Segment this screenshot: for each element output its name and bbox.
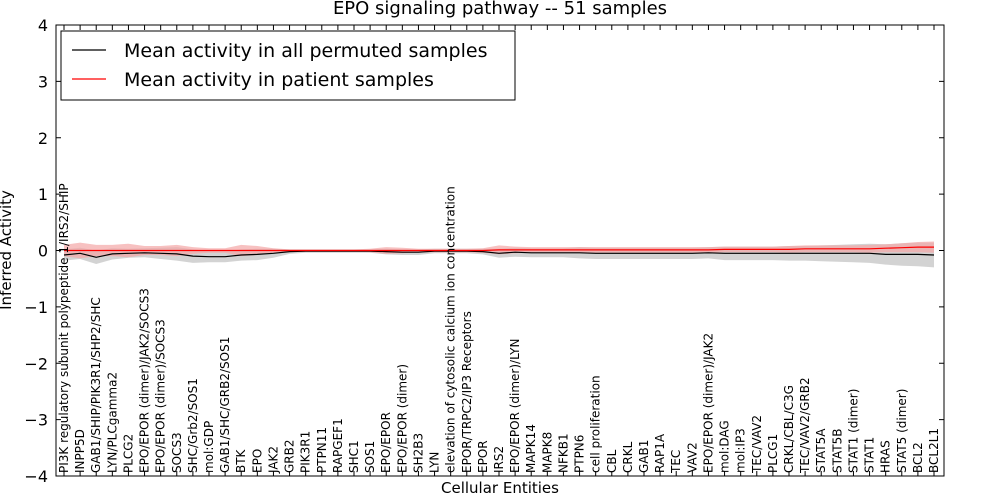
legend: Mean activity in all permuted samples Me… (60, 30, 516, 101)
y-tick-label: 4 (38, 16, 48, 35)
x-category-label: TEC/VAV2 (750, 415, 764, 474)
x-category-label: mol:DAG (718, 420, 732, 473)
series-line-0 (63, 250, 935, 258)
y-tick-label: 1 (38, 185, 48, 204)
x-category-label: VAV2 (685, 442, 699, 473)
x-category-label: STAT1 (863, 437, 877, 473)
x-category-label: EPO/EPOR (dimer)/SOCS3 (154, 319, 168, 473)
x-category-label: mol:IP3 (734, 428, 748, 473)
x-category-label: LYN (428, 452, 442, 473)
x-category-label: PLCG2 (121, 434, 135, 473)
x-category-label: GAB1/SHC/GRB2/SOS1 (218, 337, 232, 473)
x-category-label: TEC (669, 450, 683, 474)
x-category-label: SOS1 (363, 441, 377, 473)
x-category-label: GAB1 (637, 440, 651, 473)
x-category-label: STAT5 (dimer) (895, 389, 909, 473)
x-category-label: BCL2L1 (927, 428, 941, 473)
x-category-label: RAPGEF1 (331, 418, 345, 473)
x-category-label: STAT1 (dimer) (846, 389, 860, 473)
x-category-label: STAT5B (830, 429, 844, 474)
x-category-label: MAPK14 (524, 424, 538, 473)
x-category-label: SH2B3 (411, 433, 425, 473)
x-category-label: EPO/EPOR (dimer) (395, 364, 409, 473)
x-category-label: PLCG1 (766, 434, 780, 473)
y-axis-ticks: −4 −3 −2 −1 0 1 2 3 4 (24, 16, 944, 486)
x-category-label: elevation of cytosolic calcium ion conce… (444, 186, 458, 473)
x-category-label: RAP1A (653, 433, 667, 473)
series-line-1 (64, 246, 934, 252)
x-category-label: EPO/EPOR (379, 412, 393, 473)
legend-label-patient: Mean activity in patient samples (124, 69, 434, 91)
x-category-label: BTK (234, 448, 248, 473)
x-category-label: EPO/EPOR (dimer)/JAK2/SOCS3 (138, 288, 152, 473)
legend-label-permuted: Mean activity in all permuted samples (124, 40, 487, 62)
x-category-label: PIK3R1 (299, 431, 313, 473)
x-category-label: CBL (605, 449, 619, 473)
y-tick-label: 0 (38, 242, 48, 261)
x-category-label: INPP5D (73, 429, 87, 473)
y-tick-label: 2 (38, 129, 48, 148)
x-category-label: IRS2 (492, 446, 506, 473)
x-category-label: cell proliferation (589, 375, 603, 473)
x-axis-label: Cellular Entities (441, 479, 559, 497)
x-category-label: NFKB1 (556, 433, 570, 473)
y-axis-label: Inferred Activity (0, 190, 15, 310)
x-category-label: LYN/PLCgamma2 (105, 372, 119, 473)
confidence-bands (64, 241, 934, 268)
x-category-label: EPO/EPOR (dimer)/LYN (508, 339, 522, 473)
legend-frame (60, 30, 516, 101)
x-category-label: MAPK8 (540, 432, 554, 473)
y-tick-label: −3 (24, 411, 48, 430)
y-tick-label: 3 (38, 72, 48, 91)
x-category-label: EPOR/TRPC2/IP3 Receptors (460, 311, 474, 473)
x-category-label: mol:GDP (202, 421, 216, 473)
x-category-label: CRKL (621, 441, 635, 473)
x-category-label: CRKL/CBL/C3G (782, 385, 796, 473)
x-category-label: EPO/EPOR (dimer)/JAK2 (701, 333, 715, 473)
x-category-label: PTPN11 (315, 427, 329, 473)
x-category-label: GAB1/SHIP/PIK3R1/SHP2/SHC (89, 297, 103, 473)
x-category-label: BCL2 (911, 442, 925, 473)
x-category-label: TEC/VAV2/GRB2 (798, 377, 812, 474)
y-tick-label: −4 (24, 467, 48, 486)
x-category-label: PI3K regulatory subunit polypeptide 1/IR… (57, 183, 71, 473)
x-category-label: PTPN6 (573, 435, 587, 473)
x-category-label: SHC1 (347, 440, 361, 473)
x-category-label: HRAS (879, 440, 893, 473)
x-category-label: STAT5A (814, 428, 828, 473)
x-category-label: EPO (250, 449, 264, 473)
y-tick-label: −2 (24, 354, 48, 373)
x-category-label: SHC/Grb2/SOS1 (186, 378, 200, 473)
y-tick-label: −1 (24, 298, 48, 317)
x-category-label: JAK2 (266, 446, 280, 474)
series-lines (63, 246, 935, 258)
x-category-label: EPOR (476, 440, 490, 473)
x-category-label: SOCS3 (170, 432, 184, 473)
x-axis-category-labels: PI3K regulatory subunit polypeptide 1/IR… (57, 25, 941, 476)
chart-title: EPO signaling pathway -- 51 samples (333, 0, 667, 19)
x-category-label: GRB2 (283, 439, 297, 473)
